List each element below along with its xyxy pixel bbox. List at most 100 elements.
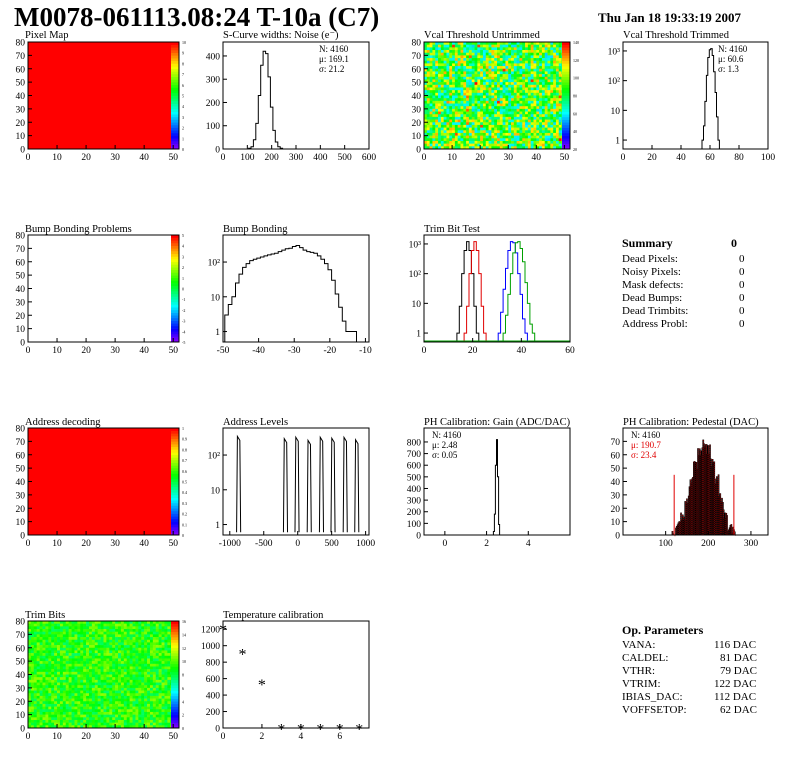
heatmap-cell (533, 143, 537, 147)
heatmap-cell (443, 82, 447, 86)
heatmap-cell (558, 106, 562, 110)
heatmap-cell (539, 138, 543, 142)
heatmap-cell (54, 714, 58, 718)
heatmap-cell (533, 108, 537, 112)
heatmap-cell (138, 631, 142, 635)
y-tick-label: 80 (16, 232, 26, 242)
heatmap-cell (505, 114, 509, 118)
heatmap-cell (161, 637, 165, 641)
heatmap-cell (513, 68, 517, 72)
heatmap-cell (454, 84, 458, 88)
heatmap-cell (144, 679, 148, 683)
heatmap-cell (86, 698, 90, 702)
heatmap-cell (68, 634, 72, 638)
heatmap-cell (527, 66, 531, 70)
heatmap-cell (525, 87, 529, 91)
colorbar-tick-label: 0.8 (182, 447, 187, 452)
heatmap-cell (446, 146, 450, 150)
heatmap-cell (474, 98, 478, 102)
heatmap-cell (36, 682, 40, 686)
heatmap-cell (474, 82, 478, 86)
heatmap-cell (511, 87, 515, 91)
heatmap-cell (141, 647, 145, 651)
heatmap-cell (530, 92, 534, 96)
heatmap-cell (460, 140, 464, 144)
heatmap-cell (544, 95, 548, 99)
heatmap-cell (527, 76, 531, 80)
heatmap-cell (115, 663, 119, 667)
heatmap-cell (541, 103, 546, 107)
colorbar-cell (171, 436, 179, 439)
heatmap-cell (525, 50, 529, 53)
heatmap-cell (59, 701, 64, 705)
heatmap-cell (62, 706, 67, 710)
heatmap-cell (109, 626, 113, 630)
heatmap-cell (558, 130, 562, 134)
chart-ph-gain: PH Calibration: Gain (ADC/DAC)0 2 40100200… (407, 417, 571, 549)
heatmap-cell (71, 669, 75, 673)
heatmap-cell (539, 82, 543, 86)
heatmap-cell (499, 60, 503, 64)
heatmap-cell (112, 717, 116, 721)
op-param-label: VTHR: (622, 665, 655, 677)
heatmap-cell (106, 679, 110, 683)
heatmap-cell (508, 127, 512, 131)
heatmap-cell (152, 645, 157, 649)
heatmap-cell (86, 661, 90, 665)
heatmap-cell (522, 138, 526, 142)
heatmap-cell (39, 693, 43, 697)
heatmap-cell (477, 90, 481, 94)
heatmap-cell (42, 679, 46, 683)
heatmap-cell (511, 63, 515, 67)
colorbar-tick-label: 3 (182, 115, 184, 120)
heatmap-cell (138, 719, 142, 723)
heatmap-cell (30, 650, 35, 654)
heatmap-cell (126, 661, 130, 665)
heatmap-cell (491, 108, 495, 112)
heatmap-cell (83, 626, 87, 630)
heatmap-cell (544, 135, 548, 139)
heatmap-cell (463, 66, 467, 70)
heatmap-cell (36, 714, 40, 718)
heatmap-cell (502, 50, 506, 53)
heatmap-cell (33, 677, 38, 681)
heatmap-cell (51, 629, 55, 632)
heatmap-cell (129, 695, 133, 699)
heatmap-cell (106, 709, 110, 713)
heatmap-cell (539, 122, 543, 126)
heatmap-cell (516, 44, 520, 48)
heatmap-cell (120, 669, 125, 673)
heatmap-cell (83, 711, 87, 715)
heatmap-cell (471, 79, 475, 83)
heatmap-cell (51, 637, 55, 641)
colorbar-cell (171, 52, 179, 56)
heatmap-cell (65, 671, 69, 675)
heatmap-cell (97, 663, 101, 667)
heatmap-cell (30, 621, 35, 624)
heatmap-cell (57, 631, 61, 635)
heatmap-cell (519, 87, 523, 91)
heatmap-cell (68, 666, 72, 670)
scatter-point: * (238, 646, 246, 663)
heatmap-cell (103, 725, 107, 729)
heatmap-cell (152, 693, 157, 697)
heatmap-cell (558, 108, 562, 112)
heatmap-cell (474, 63, 478, 67)
heatmap-cell (54, 685, 58, 689)
heatmap-cell (115, 653, 119, 657)
colorbar-cell (562, 130, 570, 134)
heatmap-cell (491, 68, 495, 72)
heatmap-cell (97, 645, 101, 649)
heatmap-cell (446, 119, 450, 123)
heatmap-cell (502, 124, 506, 128)
heatmap-cell (497, 122, 501, 126)
heatmap-cell (471, 42, 475, 45)
heatmap-cell (28, 709, 32, 713)
heatmap-cell (155, 655, 159, 659)
heatmap-cell (152, 663, 157, 667)
heatmap-cell (511, 143, 515, 147)
chart-ph-pedestal: PH Calibration: Pedestal (DAC)100 200 3000… (611, 417, 769, 549)
summary-row-value: 0 (739, 253, 745, 265)
heatmap-cell (443, 103, 447, 107)
colorbar-cell (171, 645, 179, 649)
